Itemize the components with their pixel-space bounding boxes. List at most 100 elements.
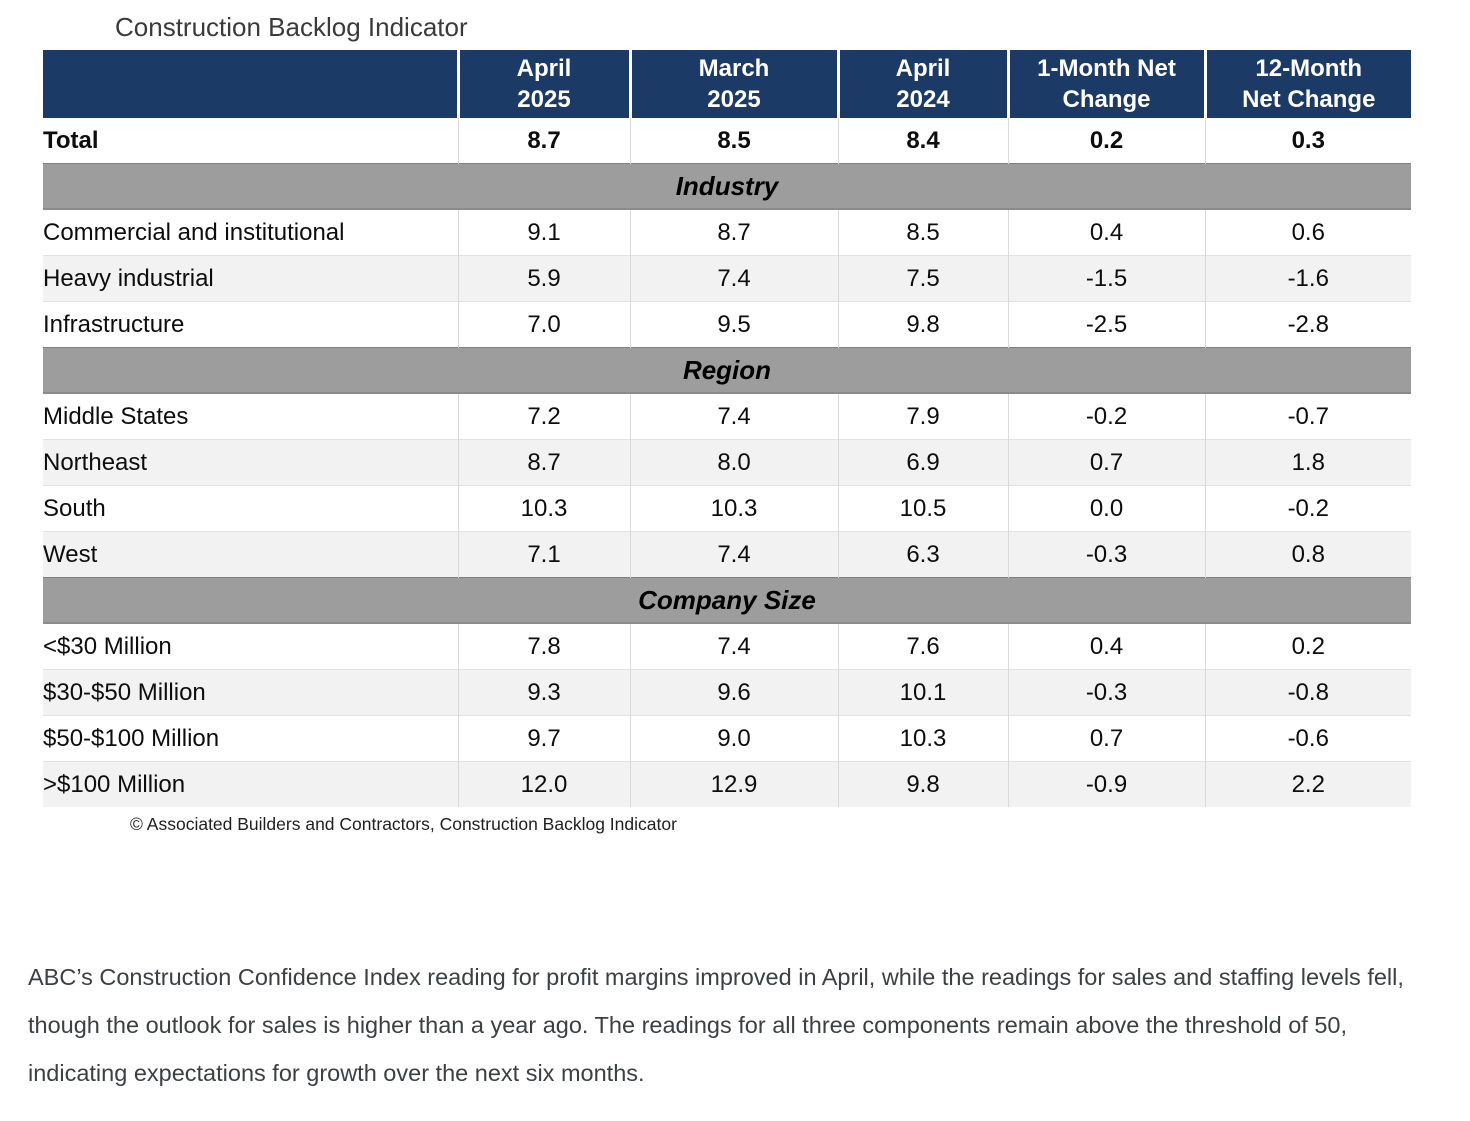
row-label: South: [43, 485, 458, 532]
cell-value: 8.0: [629, 439, 838, 486]
cell-value: 1.8: [1204, 439, 1411, 486]
cell-value: 0.2: [1204, 623, 1411, 670]
table-row: Commercial and institutional 9.1 8.7 8.5…: [43, 209, 1411, 256]
table-row: $30-$50 Million 9.3 9.6 10.1 -0.3 -0.8: [43, 669, 1411, 716]
cell-value: 9.1: [457, 209, 630, 256]
cell-value: 7.4: [629, 255, 838, 302]
section-label: Company Size: [43, 577, 1411, 624]
table-row: South 10.3 10.3 10.5 0.0 -0.2: [43, 485, 1411, 532]
cell-value: 0.8: [1204, 531, 1411, 578]
cell-value: 7.5: [837, 255, 1008, 302]
row-label: $50-$100 Million: [43, 715, 458, 762]
table-row-total: Total 8.7 8.5 8.4 0.2 0.3: [43, 118, 1411, 164]
cell-value: 8.5: [629, 118, 838, 164]
cell-value: 7.8: [457, 623, 630, 670]
cell-value: 9.7: [457, 715, 630, 762]
cell-value: 10.1: [837, 669, 1008, 716]
cell-value: -0.3: [1007, 531, 1205, 578]
cell-value: 7.1: [457, 531, 630, 578]
cell-value: 0.6: [1204, 209, 1411, 256]
cell-value: 10.3: [457, 485, 630, 532]
cell-value: 10.3: [629, 485, 838, 532]
cell-value: 5.9: [457, 255, 630, 302]
cell-value: 7.0: [457, 301, 630, 348]
cell-value: 12.0: [457, 761, 630, 807]
backlog-indicator-figure: Construction Backlog Indicator April 202…: [43, 12, 1411, 834]
cell-value: 7.6: [837, 623, 1008, 670]
cell-value: 8.7: [457, 118, 630, 164]
cell-value: -2.8: [1204, 301, 1411, 348]
header-row: April 2025 March 2025 April 2024 1-Month…: [43, 50, 1411, 118]
table-row: >$100 Million 12.0 12.9 9.8 -0.9 2.2: [43, 761, 1411, 807]
cell-value: -0.8: [1204, 669, 1411, 716]
header-1-month-net-change: 1-Month Net Change: [1006, 50, 1205, 118]
header-march-2025: March 2025: [628, 50, 838, 118]
cell-value: 6.3: [837, 531, 1008, 578]
cell-value: 0.4: [1007, 623, 1205, 670]
cell-value: 7.4: [629, 623, 838, 670]
cell-value: -0.9: [1007, 761, 1205, 807]
table-row: West 7.1 7.4 6.3 -0.3 0.8: [43, 531, 1411, 578]
cell-value: -1.6: [1204, 255, 1411, 302]
cell-value: 7.9: [837, 393, 1008, 440]
cell-value: 0.7: [1007, 715, 1205, 762]
row-label: Heavy industrial: [43, 255, 458, 302]
section-row-region: Region: [43, 347, 1411, 394]
header-blank-cell: [43, 50, 458, 118]
table-row: Heavy industrial 5.9 7.4 7.5 -1.5 -1.6: [43, 255, 1411, 302]
cell-value: 7.2: [457, 393, 630, 440]
cell-value: 8.7: [629, 209, 838, 256]
table-row: Northeast 8.7 8.0 6.9 0.7 1.8: [43, 439, 1411, 486]
header-april-2024: April 2024: [836, 50, 1008, 118]
backlog-table: April 2025 March 2025 April 2024 1-Month…: [43, 50, 1411, 807]
cell-value: 9.8: [837, 761, 1008, 807]
cell-value: -0.3: [1007, 669, 1205, 716]
table-row: <$30 Million 7.8 7.4 7.6 0.4 0.2: [43, 623, 1411, 670]
cell-value: 0.4: [1007, 209, 1205, 256]
section-label: Region: [43, 347, 1411, 394]
cell-value: 0.2: [1007, 118, 1205, 164]
cell-value: 9.5: [629, 301, 838, 348]
cell-value: -0.2: [1204, 485, 1411, 532]
table-row: Infrastructure 7.0 9.5 9.8 -2.5 -2.8: [43, 301, 1411, 348]
article-paragraph: ABC’s Construction Confidence Index read…: [28, 964, 1404, 1087]
cell-value: 8.5: [837, 209, 1008, 256]
row-label: Infrastructure: [43, 301, 458, 348]
row-label: Northeast: [43, 439, 458, 486]
cell-value: -0.2: [1007, 393, 1205, 440]
cell-value: 6.9: [837, 439, 1008, 486]
cell-value: 10.5: [837, 485, 1008, 532]
section-label: Industry: [43, 163, 1411, 210]
figure-title: Construction Backlog Indicator: [115, 12, 468, 42]
row-label: Middle States: [43, 393, 458, 440]
source-attribution: © Associated Builders and Contractors, C…: [130, 814, 677, 834]
cell-value: 7.4: [629, 531, 838, 578]
header-12-month-net-change: 12-Month Net Change: [1203, 50, 1411, 118]
cell-value: 12.9: [629, 761, 838, 807]
cell-value: 0.0: [1007, 485, 1205, 532]
cell-value: 9.8: [837, 301, 1008, 348]
cell-value: 10.3: [837, 715, 1008, 762]
cell-value: -2.5: [1007, 301, 1205, 348]
cell-value: 8.7: [457, 439, 630, 486]
section-row-industry: Industry: [43, 163, 1411, 210]
cell-value: 7.4: [629, 393, 838, 440]
cell-value: 0.3: [1204, 118, 1411, 164]
row-label: >$100 Million: [43, 761, 458, 807]
cell-value: 9.6: [629, 669, 838, 716]
cell-value: 0.7: [1007, 439, 1205, 486]
row-label: $30-$50 Million: [43, 669, 458, 716]
cell-value: 2.2: [1204, 761, 1411, 807]
cell-value: -0.7: [1204, 393, 1411, 440]
cell-value: 9.3: [457, 669, 630, 716]
row-label: Total: [43, 118, 458, 164]
table-row: Middle States 7.2 7.4 7.9 -0.2 -0.7: [43, 393, 1411, 440]
cell-value: 9.0: [629, 715, 838, 762]
cell-value: -1.5: [1007, 255, 1205, 302]
table-row: $50-$100 Million 9.7 9.0 10.3 0.7 -0.6: [43, 715, 1411, 762]
header-april-2025: April 2025: [456, 50, 630, 118]
row-label: Commercial and institutional: [43, 209, 458, 256]
cell-value: -0.6: [1204, 715, 1411, 762]
row-label: West: [43, 531, 458, 578]
